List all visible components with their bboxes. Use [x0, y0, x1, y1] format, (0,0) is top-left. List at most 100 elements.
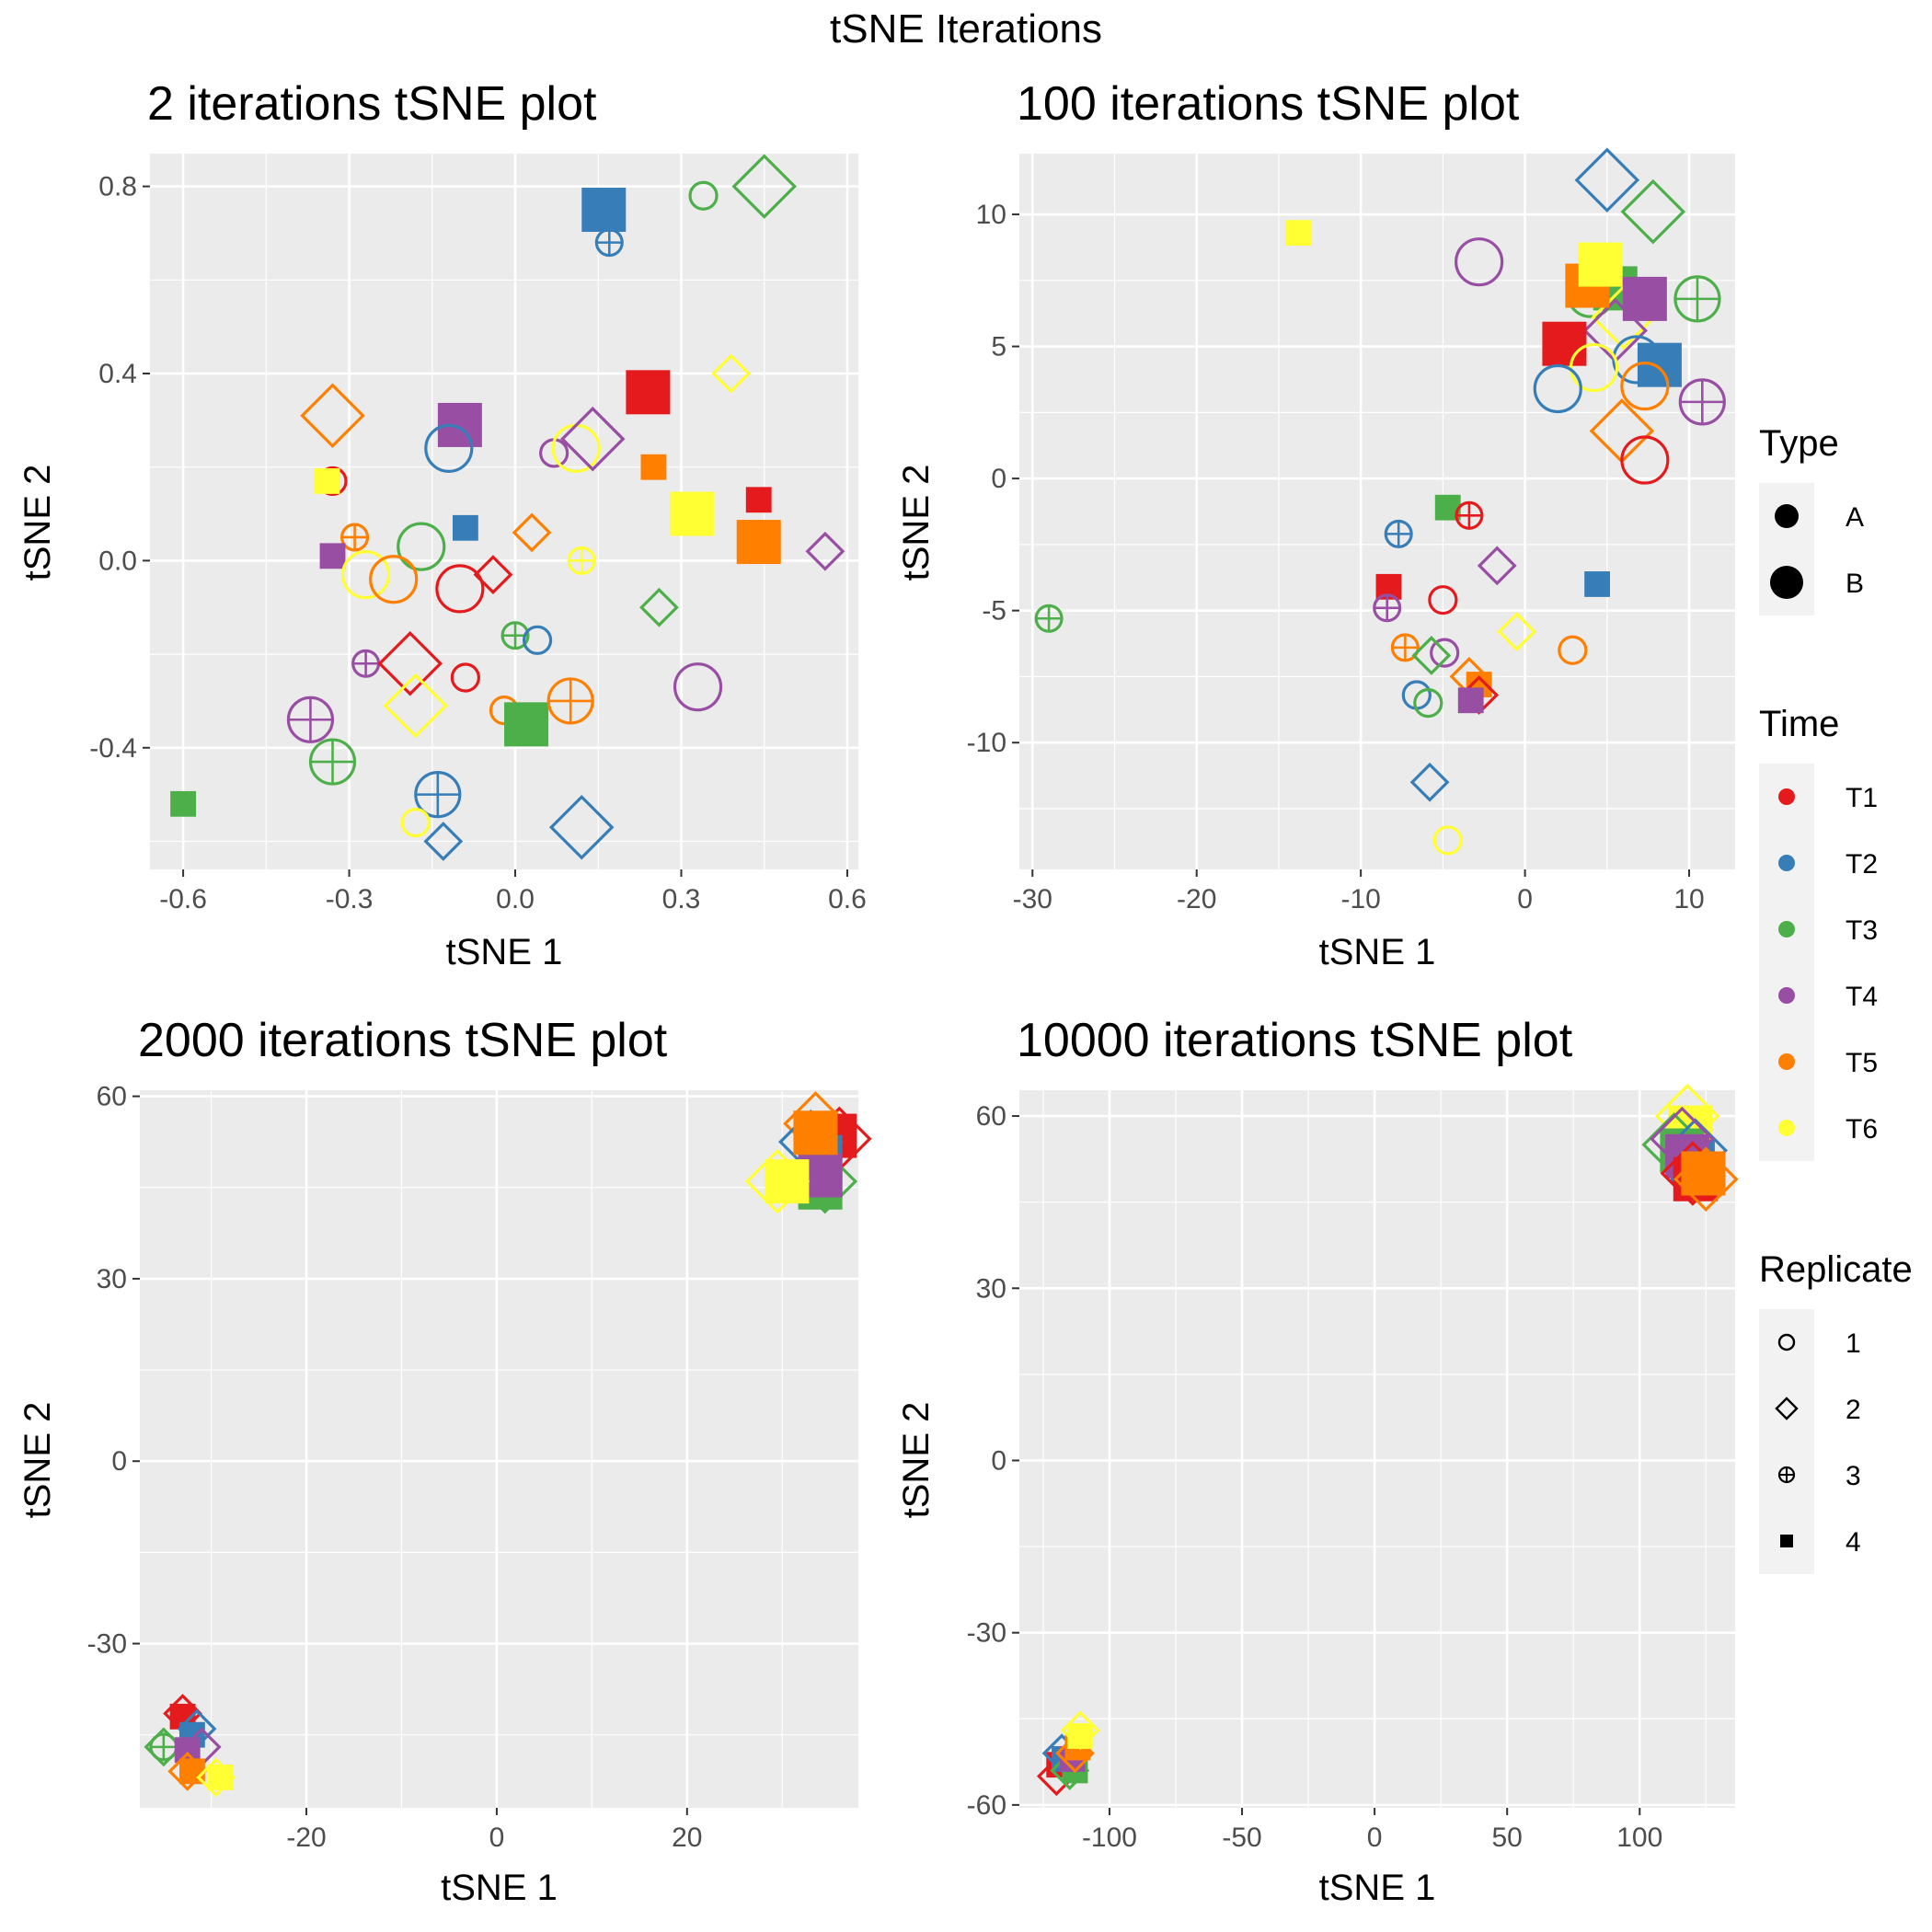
y-tick-label: 10 — [976, 200, 1006, 230]
y-tick-label: -30 — [87, 1629, 127, 1660]
chart-panel-2: -30 -20 -10 0 10 -10 -5 0 5 10 100 iterations tSNE… — [896, 77, 1735, 972]
data-point — [581, 188, 627, 233]
data-point — [351, 649, 381, 678]
legend-key-time-T1 — [1778, 788, 1795, 805]
x-tick-label: 0.0 — [496, 884, 535, 914]
y-axis-title: tSNE 2 — [17, 1402, 58, 1519]
data-point — [1430, 638, 1460, 668]
data-point — [1673, 275, 1721, 323]
panel-title: 100 iterations tSNE plot — [1017, 77, 1520, 131]
data-point — [1678, 378, 1726, 426]
data-point — [548, 794, 615, 860]
x-tick-label: 0 — [489, 1823, 505, 1853]
data-point — [1569, 342, 1619, 393]
x-tick-label: -50 — [1222, 1823, 1261, 1853]
x-tick-label: -10 — [1340, 884, 1380, 914]
legend-key-time-T5 — [1778, 1053, 1795, 1070]
legend-key-time-T4 — [1778, 987, 1795, 1004]
data-point — [414, 771, 462, 819]
data-point — [745, 487, 772, 513]
x-tick-label: 0 — [1367, 1823, 1383, 1853]
data-point — [400, 808, 431, 838]
data-point — [1542, 321, 1587, 366]
data-point — [300, 383, 365, 449]
data-point — [1620, 178, 1686, 245]
data-point — [1432, 825, 1463, 856]
data-point — [805, 531, 845, 571]
y-tick-label: 0 — [991, 1445, 1006, 1476]
legend-label: 1 — [1846, 1328, 1861, 1359]
y-tick-label: 30 — [97, 1264, 127, 1294]
data-point — [1497, 612, 1537, 652]
x-tick-label: -100 — [1082, 1823, 1137, 1853]
data-point — [1477, 546, 1517, 586]
data-point — [377, 630, 443, 696]
x-tick-label: 0.6 — [828, 884, 867, 914]
legend-key-time-T6 — [1778, 1120, 1795, 1136]
data-points — [144, 1091, 872, 1798]
legend-label: B — [1846, 569, 1864, 599]
y-tick-label: 30 — [976, 1273, 1006, 1304]
panel-title: 2 iterations tSNE plot — [147, 77, 597, 131]
panel-title: 10000 iterations tSNE plot — [1017, 1014, 1573, 1067]
x-tick-label: 10 — [1673, 884, 1704, 914]
data-point — [286, 696, 335, 743]
x-axis-title: tSNE 1 — [441, 1868, 558, 1908]
data-point — [1578, 242, 1623, 287]
legend-label: T1 — [1846, 783, 1878, 813]
y-axis-title: tSNE 2 — [17, 465, 58, 581]
y-axis-title: tSNE 2 — [896, 465, 937, 581]
y-tick-label: 0 — [991, 464, 1006, 494]
x-tick-label: 0.3 — [662, 884, 701, 914]
plot-area — [150, 154, 858, 869]
data-point — [626, 370, 671, 415]
data-point — [504, 702, 549, 747]
legend-title-replicate: Replicate — [1759, 1249, 1913, 1290]
y-tick-label: -60 — [967, 1790, 1006, 1821]
legend-key-diamond — [1775, 1397, 1799, 1420]
data-point — [522, 625, 553, 655]
data-points — [170, 154, 845, 861]
figure-title: tSNE Iterations — [830, 6, 1102, 52]
chart-panel-4: -100 -50 0 50 100 -60 -30 0 30 60 10000 iterations… — [896, 1014, 1739, 1908]
data-point — [424, 423, 474, 473]
data-point — [1620, 362, 1670, 411]
y-tick-label: 0.4 — [98, 359, 137, 389]
data-point — [319, 543, 346, 569]
x-tick-label: -0.6 — [159, 884, 207, 914]
data-point — [594, 228, 624, 258]
legend-label: T3 — [1846, 915, 1878, 946]
y-tick-label: 0.8 — [98, 172, 137, 202]
data-point — [731, 154, 797, 219]
data-point — [1455, 237, 1504, 287]
data-point — [688, 180, 719, 211]
data-point — [1413, 688, 1443, 719]
data-point — [765, 1159, 810, 1204]
data-point — [1620, 435, 1670, 485]
data-point — [450, 662, 480, 693]
y-tick-label: 60 — [97, 1082, 127, 1112]
data-point — [369, 555, 419, 604]
legend-label: T5 — [1846, 1048, 1878, 1078]
data-point — [208, 1765, 234, 1790]
data-point — [1457, 687, 1484, 714]
legend-key-type-A — [1775, 504, 1799, 528]
data-points — [1034, 147, 1726, 856]
data-point — [383, 673, 449, 739]
legend-key-circle-plus — [1777, 1466, 1796, 1484]
data-point — [314, 468, 340, 494]
legend-label: T6 — [1846, 1114, 1878, 1144]
data-point — [639, 587, 679, 627]
data-point — [1637, 342, 1682, 387]
legend-label: T2 — [1846, 849, 1878, 880]
panel-title: 2000 iterations tSNE plot — [138, 1014, 668, 1067]
legend-label: 3 — [1846, 1461, 1861, 1491]
data-point — [1584, 571, 1611, 597]
legend-title-time: Time — [1759, 704, 1839, 744]
data-point — [1373, 593, 1402, 623]
data-point — [1681, 1151, 1726, 1196]
data-point — [567, 546, 596, 575]
y-tick-label: -5 — [982, 596, 1006, 627]
y-tick-label: -0.4 — [89, 733, 137, 764]
